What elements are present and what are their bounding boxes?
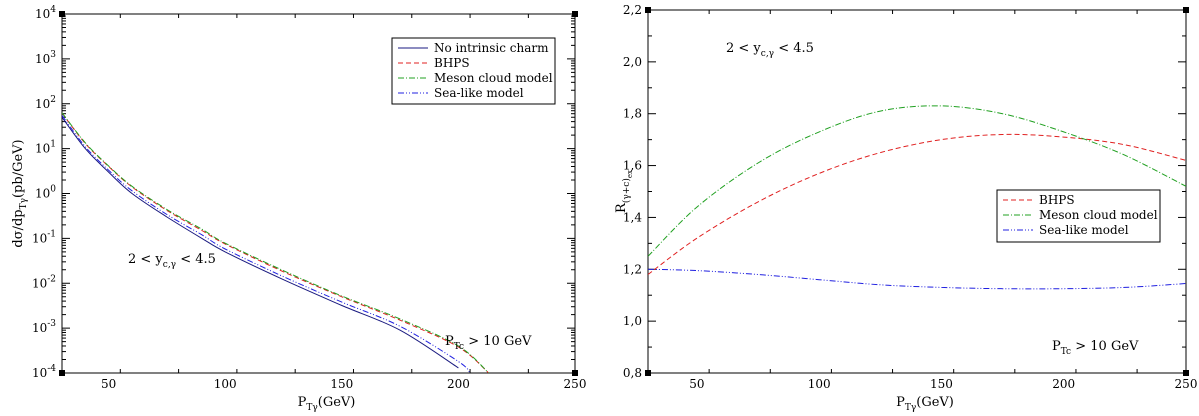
annotation-rapidity: 2 < yc,γ < 4.5	[726, 41, 814, 59]
series-line-sea-like-model	[648, 268, 1186, 290]
series-line-no-intrinsic-charm	[62, 117, 459, 369]
legend-label: No intrinsic charm	[434, 41, 549, 55]
series-line-bhps	[648, 133, 1186, 275]
y-tick-label: 1,4	[623, 210, 642, 224]
y-axis-title: R(γ+c)ex	[614, 170, 634, 213]
y-tick-label: 0,8	[623, 366, 642, 380]
x-tick-label: 250	[1175, 377, 1198, 391]
y-tick-label: 1,2	[623, 262, 642, 276]
y-tick-label: 103	[35, 50, 56, 66]
legend-label: BHPS	[1039, 193, 1075, 207]
x-tick-label: 150	[330, 377, 353, 391]
x-tick-label: 200	[447, 377, 470, 391]
x-tick-label: 50	[101, 377, 116, 391]
y-tick-label: 100	[35, 185, 56, 201]
x-axis-title: PTγ(GeV)	[896, 395, 954, 413]
x-tick-label: 250	[564, 377, 587, 391]
y-tick-label: 101	[35, 140, 56, 156]
series-group	[62, 112, 490, 373]
legend-label: Sea-like model	[434, 86, 524, 100]
series-line-meson-cloud-model	[648, 105, 1186, 257]
chart-2: 50 100 150 200 250 0,8 1,0 1,2 1,4 1,6 1,8 2,0 2,2 BH…	[614, 3, 1197, 413]
x-tick-label: 200	[1052, 377, 1075, 391]
annotation-rapidity: 2 < yc,γ < 4.5	[128, 252, 216, 270]
y-tick-label: 10-2	[32, 274, 56, 290]
y-axis-title: dσ/dpTγ(pb/GeV)	[11, 139, 29, 247]
x-axis-title: PTγ(GeV)	[298, 395, 356, 413]
annotation-ptcut: PTc > 10 GeV	[1052, 339, 1139, 357]
y-tick-label: 10-3	[32, 319, 56, 335]
y-tick-label: 1,8	[623, 107, 642, 121]
legend-label: BHPS	[434, 56, 470, 70]
x-tick-label: 100	[808, 377, 831, 391]
y-tick-label: 10-4	[32, 364, 56, 380]
y-tick-label: 2,2	[623, 3, 642, 17]
y-tick-label: 102	[35, 95, 56, 111]
legend-box	[391, 37, 556, 105]
series-line-bhps	[62, 112, 490, 373]
y-tick-label: 104	[35, 5, 56, 21]
x-tick-label: 100	[214, 377, 237, 391]
y-tick-label: 1,6	[623, 159, 642, 173]
legend-label: Meson cloud model	[1039, 208, 1158, 222]
chart-1: 50 100 150 200 250 10-4 10-3 10-2 10-1 100 101 102 1…	[11, 5, 586, 413]
y-tick-label: 1,0	[623, 314, 642, 328]
y-tick-label: 2,0	[623, 55, 642, 69]
legend-label: Meson cloud model	[434, 71, 553, 85]
series-line-sea-like-model	[62, 115, 471, 373]
series-line-meson-cloud-model	[62, 112, 490, 373]
x-tick-label: 50	[689, 377, 704, 391]
x-tick-label: 150	[930, 377, 953, 391]
series-group	[648, 105, 1186, 290]
y-tick-label: 10-1	[32, 229, 56, 245]
legend-box	[996, 189, 1161, 243]
annotation-ptcut: PTc > 10 GeV	[445, 334, 532, 352]
legend-label: Sea-like model	[1039, 223, 1129, 237]
